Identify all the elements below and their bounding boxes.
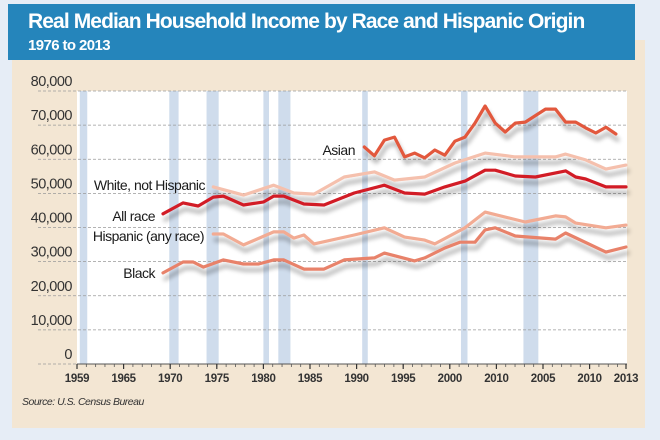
x-tick-label: 2010 (577, 373, 601, 385)
x-tick-label: 1975 (205, 373, 230, 385)
y-axis: 0 10,000 20,000 30,000 40,000 50,000 60,000 70,… (31, 74, 73, 363)
y-tick-label: 50,000 (31, 176, 73, 192)
y-tick-label: 60,000 (31, 142, 73, 158)
x-tick-label: 2013 (614, 373, 638, 385)
x-tick-label: 2000 (438, 373, 462, 385)
series-line-black (161, 226, 628, 275)
y-tick-label: 20,000 (31, 279, 73, 295)
series-label: Asian (322, 142, 355, 158)
y-tick-label: 70,000 (31, 108, 73, 124)
series-label: White, not Hispanic (94, 177, 206, 193)
series-line-all-race (161, 168, 628, 216)
y-tick-label: 80,000 (31, 74, 73, 90)
series-label: All race (112, 208, 155, 224)
x-tick-label: 1965 (111, 373, 136, 385)
x-axis: 1959 1965 1970 1975 1980 1985 1990 1995 2000 2010… (65, 363, 638, 385)
x-tick-label: 1980 (251, 373, 275, 385)
series-lines (161, 104, 628, 275)
x-tick-label: 1990 (344, 373, 368, 385)
series-label: Black (123, 265, 156, 281)
y-tick-label: 0 (64, 347, 72, 363)
x-tick-label: 2010 (484, 373, 508, 385)
series-labels: Asian White, not Hispanic All race Hispanic… (93, 142, 356, 281)
y-tick-label: 30,000 (31, 245, 73, 261)
source-note: Source: U.S. Census Bureau (22, 396, 144, 408)
x-tick-label: 2005 (531, 373, 556, 385)
x-tick-label: 1970 (158, 373, 182, 385)
chart-subtitle: 1976 to 2013 (28, 37, 111, 54)
series-line-hispanic-any-race (211, 210, 628, 247)
y-tick-label: 10,000 (31, 313, 73, 329)
x-tick-label: 1985 (298, 373, 323, 385)
title-bar: Real Median Household Income by Race and… (8, 4, 635, 60)
x-tick-label: 1959 (65, 373, 89, 385)
recession-bar (263, 91, 269, 364)
x-tick-label: 1995 (391, 373, 416, 385)
series-line-asian (362, 104, 618, 160)
series-label: Hispanic (any race) (93, 228, 204, 244)
chart-title: Real Median Household Income by Race and… (28, 10, 585, 33)
y-tick-label: 40,000 (31, 211, 73, 227)
